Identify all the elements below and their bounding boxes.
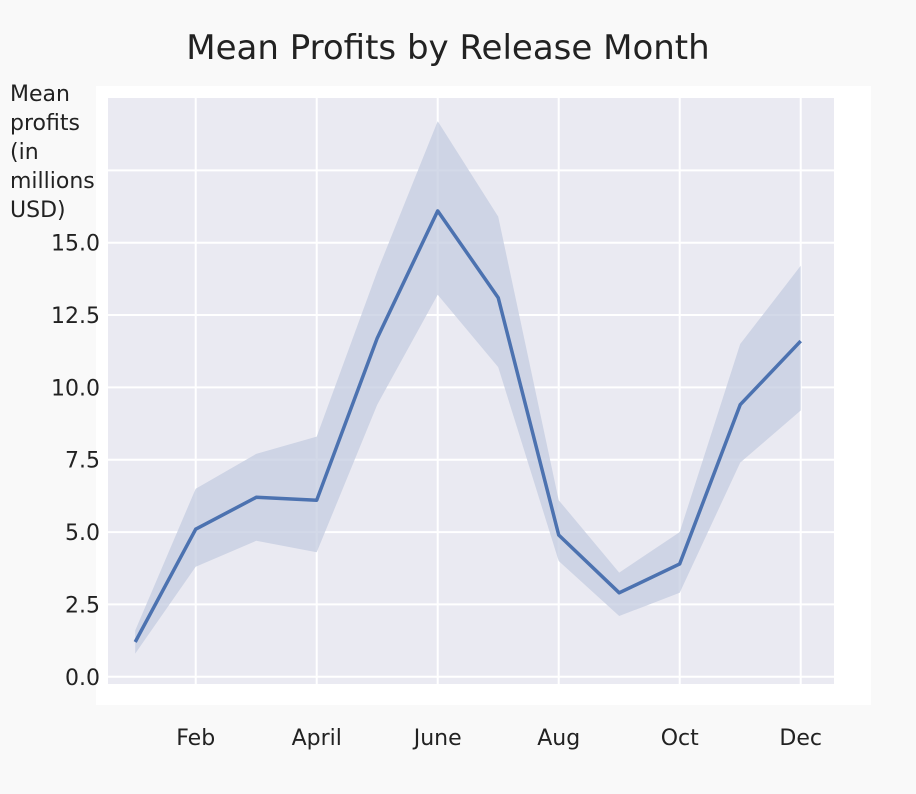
x-tick-label: Oct [661, 726, 699, 751]
y-tick-label: 15.0 [51, 232, 100, 257]
y-tick-label: 5.0 [65, 521, 100, 546]
x-tick-label: June [412, 726, 462, 751]
x-tick-labels: Feb April June Aug Oct Dec [176, 726, 822, 751]
x-tick-label: April [292, 726, 342, 751]
y-tick-label: 0.0 [65, 666, 100, 691]
y-tick-label: 2.5 [65, 593, 100, 618]
x-tick-label: Aug [537, 726, 580, 751]
confidence-band-layer [135, 121, 801, 654]
chart-title: Mean Profits by Release Month [186, 28, 710, 68]
series-line-layer [133, 209, 802, 643]
y-tick-labels: 0.0 2.5 5.0 7.5 10.0 12.5 15.0 [51, 232, 100, 691]
series-line [133, 209, 802, 643]
x-tick-label: Dec [779, 726, 822, 751]
y-tick-label: 12.5 [51, 304, 100, 329]
x-tick-label: Feb [176, 726, 215, 751]
y-axis-label: Mean profits (in millions USD) [10, 82, 95, 223]
confidence-band [135, 121, 801, 654]
y-tick-label: 10.0 [51, 376, 100, 401]
y-tick-label: 7.5 [65, 449, 100, 474]
